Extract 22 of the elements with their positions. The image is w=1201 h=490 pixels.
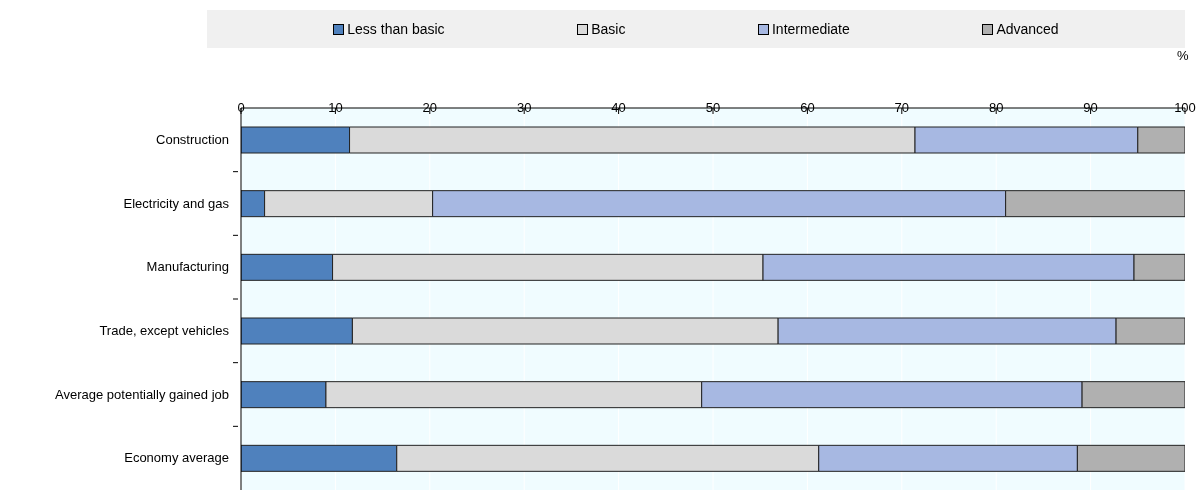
x-tick-label: 100	[1174, 100, 1196, 115]
x-tick-label: 20	[422, 100, 438, 115]
x-tick-label: 80	[988, 100, 1004, 115]
legend-label: Intermediate	[770, 21, 850, 37]
y-tick-label: Average potentially gained job	[55, 386, 229, 402]
y-tick-label: Economy average	[124, 450, 229, 466]
x-tick-label: 90	[1083, 100, 1098, 115]
x-tick-label: 70	[894, 100, 910, 115]
x-tick-label: 0	[237, 100, 245, 115]
x-tick-label: 40	[611, 100, 626, 115]
x-tick-label: 10	[328, 100, 343, 115]
legend-label: Basic	[590, 21, 626, 37]
legend-label: Advanced	[995, 21, 1059, 37]
x-tick-label: 30	[516, 100, 532, 115]
y-tick-label: Construction	[156, 131, 229, 147]
x-tick-label: 60	[800, 100, 815, 115]
legend-label: Less than basic	[346, 21, 445, 37]
x-tick-label: 50	[705, 100, 721, 115]
x-axis-title: %	[1177, 48, 1189, 63]
y-tick-label: Electricity and gas	[123, 195, 230, 211]
y-tick-label: Trade, except vehicles	[99, 322, 230, 338]
y-tick-label: Manufacturing	[146, 259, 229, 275]
